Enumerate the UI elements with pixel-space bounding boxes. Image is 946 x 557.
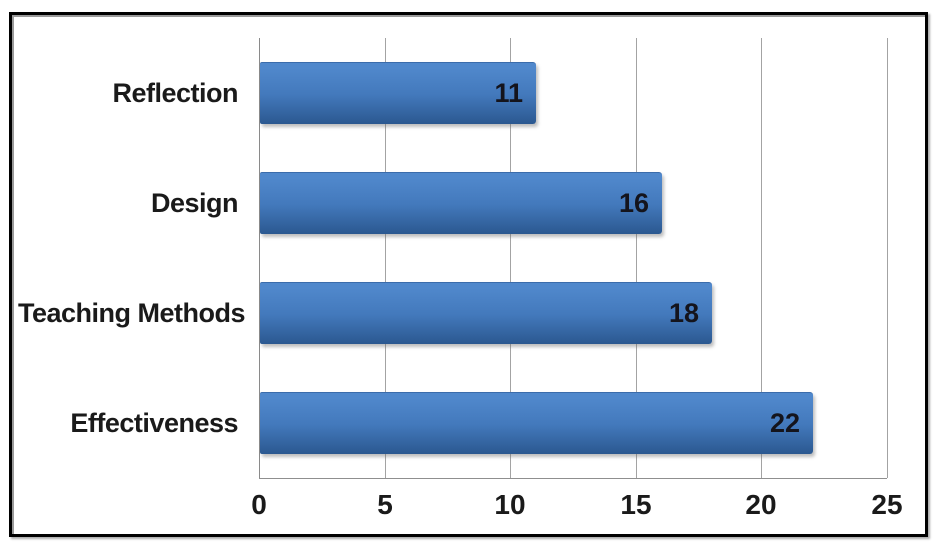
bar-data-label: 22 [769, 408, 800, 438]
category-label: Teaching Methods [18, 298, 246, 328]
bar-data-label: 16 [618, 188, 649, 218]
gridline [761, 38, 762, 478]
category-label: Effectiveness [70, 408, 238, 438]
gridline [887, 38, 888, 478]
category-label: Reflection [112, 78, 238, 108]
bar-data-label: 11 [494, 78, 523, 108]
x-tick-label: 5 [377, 489, 393, 520]
gridline [385, 38, 386, 478]
x-tick-label: 15 [620, 489, 652, 520]
category-label: Design [150, 188, 239, 218]
bar: 18 [260, 282, 712, 344]
bar: 11 [260, 62, 536, 124]
bar: 22 [260, 392, 813, 454]
x-tick-label: 20 [745, 489, 777, 520]
bar: 16 [260, 172, 662, 234]
gridline [636, 38, 637, 478]
x-tick-label: 10 [494, 489, 526, 520]
x-tick-label: 25 [871, 489, 903, 520]
x-tick-label: 0 [251, 489, 267, 520]
bar-data-label: 18 [668, 298, 699, 328]
x-axis-line [259, 478, 887, 479]
gridline [510, 38, 511, 478]
y-axis-line [259, 38, 260, 478]
